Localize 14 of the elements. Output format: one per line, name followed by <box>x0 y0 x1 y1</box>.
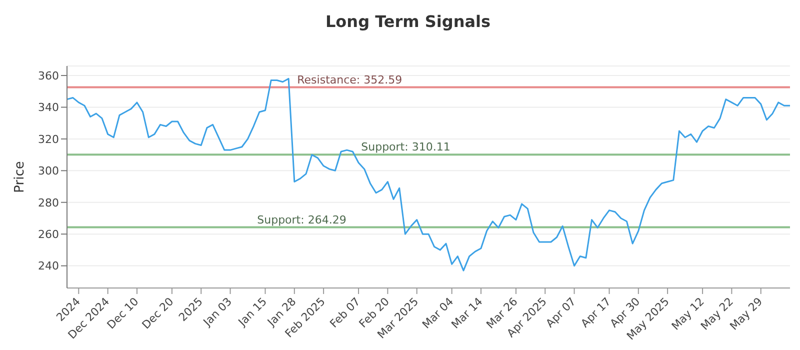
y-tick-label: 260 <box>38 228 59 241</box>
x-tick-label: Jan 03 <box>200 295 235 330</box>
x-tick-label: Dec 20 <box>140 295 176 332</box>
ref-line-label: Support: 310.11 <box>361 140 450 154</box>
chart-title: Long Term Signals <box>324 11 492 33</box>
y-tick-label: 280 <box>38 196 59 210</box>
y-tick-label: 360 <box>38 69 59 82</box>
ref-line-label: Support: 264.29 <box>257 213 346 226</box>
y-tick-label: 340 <box>38 101 59 114</box>
y-tick-label: 300 <box>38 164 59 178</box>
ref-line-label: Resistance: 352.59 <box>297 73 402 86</box>
y-axis-title: Price <box>12 161 28 193</box>
y-tick-label: 240 <box>38 260 59 273</box>
y-tick-label: 320 <box>38 132 59 146</box>
